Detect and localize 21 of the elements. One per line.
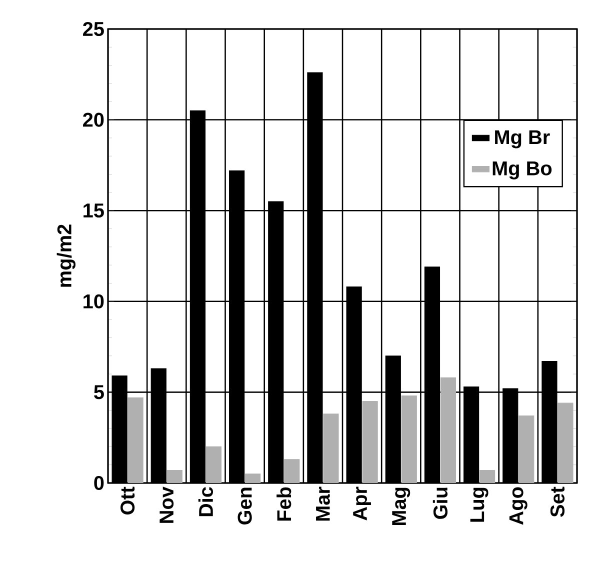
x-tick-label: Lug — [470, 488, 488, 522]
legend-label: Mg Bo — [492, 161, 552, 180]
x-tick-label: Ago — [509, 487, 528, 525]
y-tick-label: 15 — [84, 204, 104, 218]
x-tick-label: Nov — [160, 486, 174, 523]
y-axis-title: mg/m2 — [56, 224, 76, 287]
x-tick-label: Dic — [198, 487, 214, 516]
x-tick-label: Mar — [316, 486, 330, 521]
x-tick-label: Set — [550, 486, 565, 517]
x-tick-label: Apr — [353, 486, 371, 520]
x-tick-label: Ott — [120, 486, 135, 514]
x-tick-label: Gen — [238, 488, 252, 524]
y-tick-label: 10 — [84, 294, 104, 308]
y-tick-label: 0 — [94, 476, 104, 490]
y-tick-label: 20 — [83, 112, 104, 127]
legend-label: Mg Br — [495, 130, 550, 148]
x-tick-label: Mag — [392, 488, 410, 526]
x-tick-label: Feb — [276, 487, 292, 521]
y-tick-label: 25 — [83, 22, 104, 36]
y-tick-label: 5 — [94, 385, 104, 400]
x-tick-label: Giu — [432, 488, 448, 519]
